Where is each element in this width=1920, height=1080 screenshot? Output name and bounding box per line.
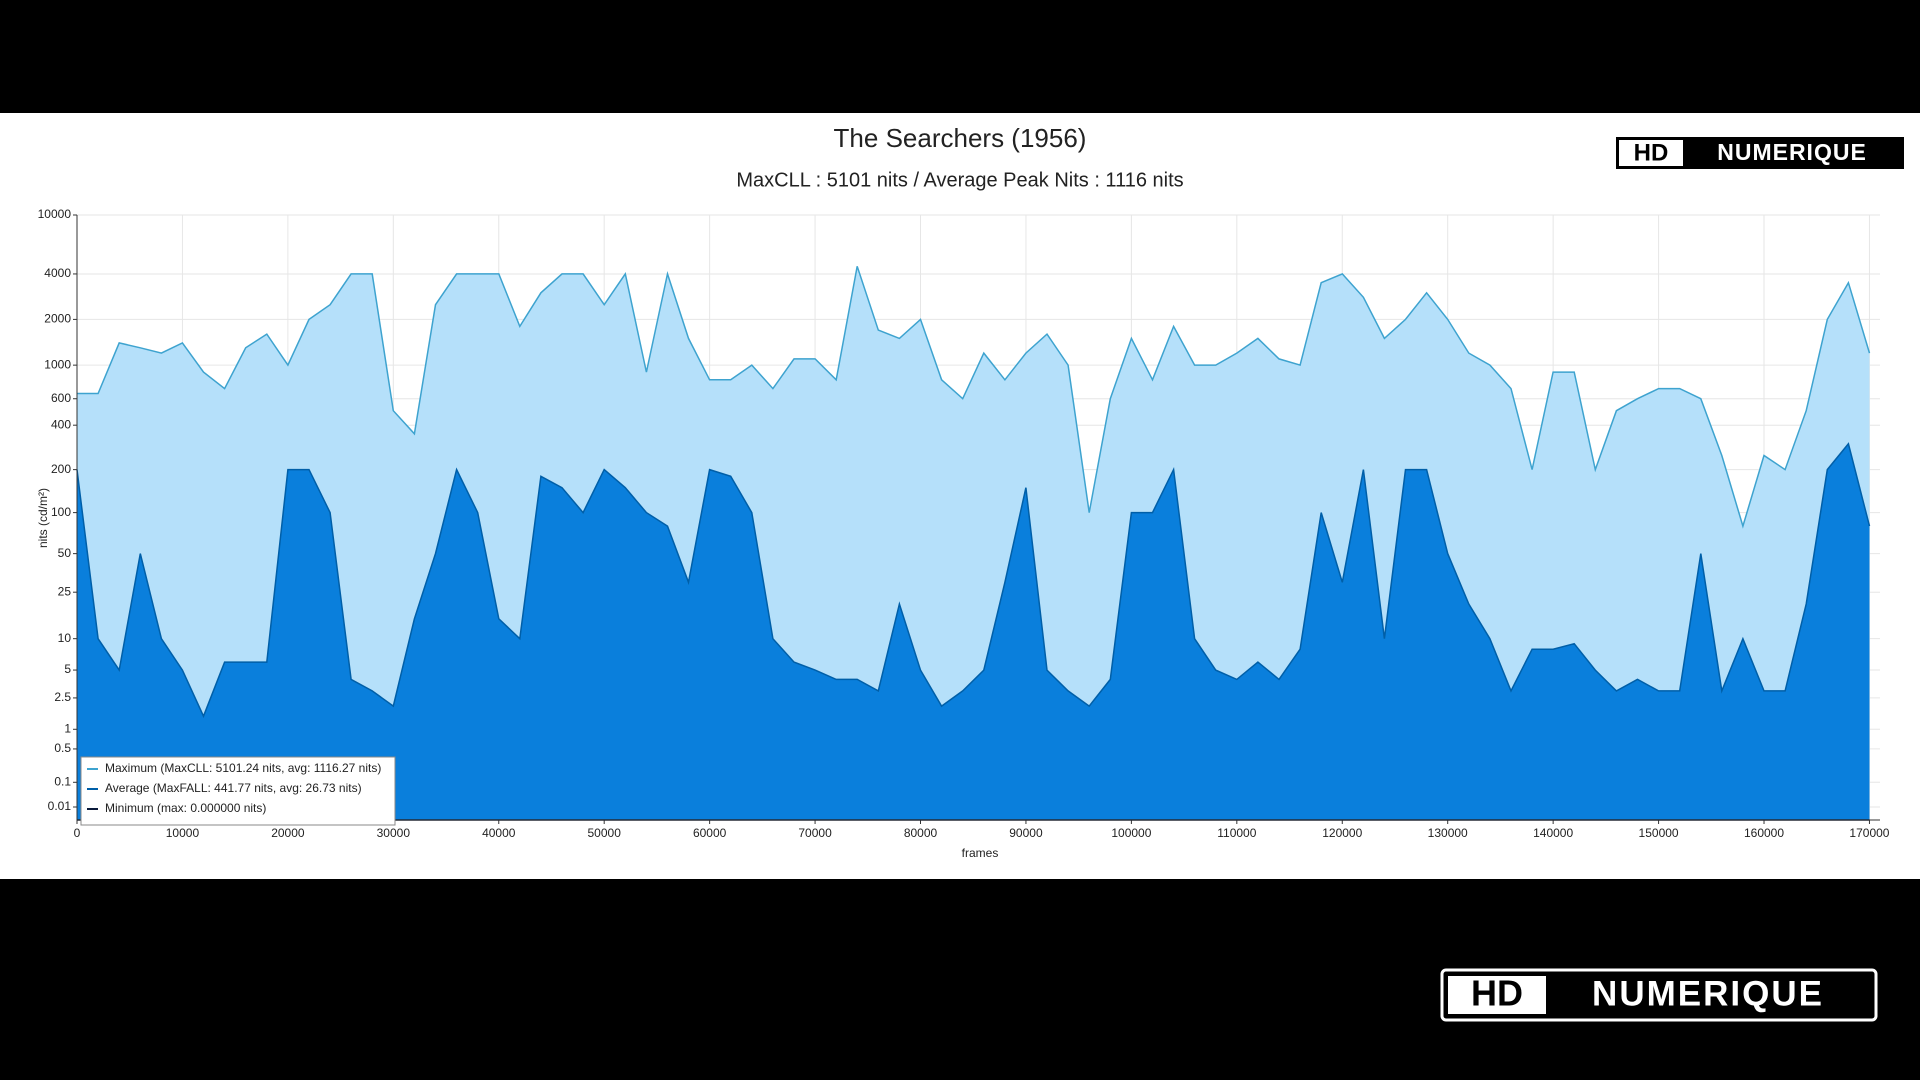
logo-text: HD: [1471, 973, 1523, 1014]
x-tick-label: 120000: [1322, 826, 1362, 840]
series-line: [76, 442, 1871, 719]
logo-text: HD: [1634, 139, 1669, 166]
x-tick-label: 0: [74, 826, 81, 840]
x-tick-label: 160000: [1744, 826, 1784, 840]
legend-label: Minimum (max: 0.000000 nits): [105, 801, 266, 815]
x-tick-label: 100000: [1111, 826, 1151, 840]
y-tick-label: 100: [51, 505, 71, 519]
y-tick-label: 2000: [44, 312, 71, 326]
y-tick-label: 2.5: [54, 690, 71, 704]
x-tick-label: 10000: [166, 826, 200, 840]
logo-text: NUMERIQUE: [1592, 974, 1824, 1013]
chart-title: The Searchers (1956): [834, 123, 1087, 153]
x-tick-label: 40000: [482, 826, 516, 840]
y-tick-label: 0.01: [48, 799, 72, 813]
logo-text: NUMERIQUE: [1717, 139, 1867, 165]
y-tick-label: 50: [58, 546, 72, 560]
x-tick-label: 20000: [271, 826, 305, 840]
x-tick-label: 150000: [1639, 826, 1679, 840]
logo-box: [1440, 968, 1878, 1022]
x-tick-label: 60000: [693, 826, 727, 840]
y-tick-label: 1: [64, 721, 71, 735]
x-tick-label: 130000: [1428, 826, 1468, 840]
x-tick-label: 80000: [904, 826, 938, 840]
x-axis-label: frames: [962, 846, 999, 860]
y-tick-label: 200: [51, 462, 71, 476]
x-tick-label: 170000: [1849, 826, 1889, 840]
y-tick-label: 1000: [44, 357, 71, 371]
y-tick-label: 400: [51, 417, 71, 431]
series-area: [77, 443, 1870, 820]
legend-label: Maximum (MaxCLL: 5101.24 nits, avg: 1116…: [105, 761, 381, 775]
y-tick-label: 4000: [44, 266, 71, 280]
x-tick-label: 140000: [1533, 826, 1573, 840]
plot-area: 0 10000 20000 30000 40000 50000 60000 70000 8000…: [38, 207, 1890, 840]
series-line: [77, 266, 1871, 529]
y-axis-label: nits (cd/m²): [36, 488, 50, 548]
x-tick-label: 30000: [377, 826, 411, 840]
y-tick-label: 10: [58, 631, 72, 645]
x-tick-label: 110000: [1217, 826, 1256, 840]
y-tick-label: 0.5: [54, 741, 71, 755]
logo-box-inner: [1619, 140, 1683, 166]
logo-bottom: HD NUMERIQUE: [1440, 968, 1878, 1022]
y-tick-label: 5: [64, 662, 71, 676]
x-tick-label: 70000: [798, 826, 832, 840]
y-tick-label: 600: [51, 391, 71, 405]
legend: Maximum (MaxCLL: 5101.24 nits, avg: 1116…: [80, 756, 396, 826]
chart-subtitle: MaxCLL : 5101 nits / Average Peak Nits :…: [736, 169, 1183, 191]
logo-box-inner: [1448, 976, 1546, 1014]
legend-label: Average (MaxFALL: 441.77 nits, avg: 26.7…: [105, 781, 362, 795]
logo-top: HD NUMERIQUE: [1616, 137, 1904, 169]
y-tick-label: 25: [58, 584, 72, 598]
x-tick-label: 50000: [588, 826, 622, 840]
y-tick-label: 0.1: [54, 774, 71, 788]
legend-box: [80, 756, 396, 826]
y-tick-label: 10000: [38, 207, 72, 221]
x-tick-label: 90000: [1009, 826, 1043, 840]
